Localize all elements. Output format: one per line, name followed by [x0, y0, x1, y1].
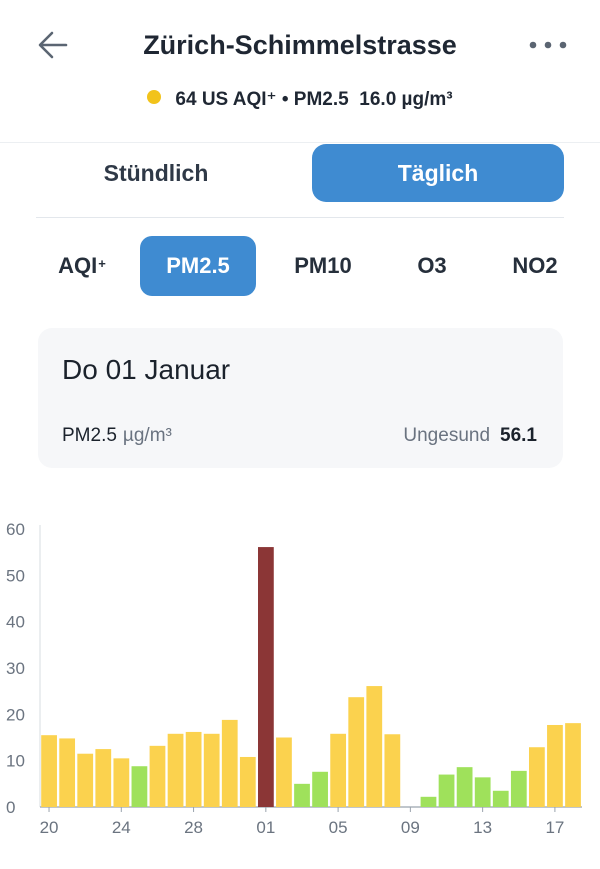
pm25-concentration: 16.0 µg/m³ — [359, 89, 453, 110]
chart-bar[interactable] — [420, 796, 437, 807]
pollutant-tab-label: PM10 — [294, 253, 352, 278]
card-value: 56.1 — [500, 425, 537, 446]
chart-bar[interactable] — [258, 547, 274, 807]
pollutant-tab-label: PM2.5 — [166, 253, 230, 278]
chart-bar[interactable] — [221, 719, 238, 807]
chart-bar[interactable] — [131, 766, 148, 807]
arrow-left-icon[interactable] — [36, 28, 70, 62]
chart-bar[interactable] — [348, 697, 365, 807]
x-tick-label: 20 — [40, 818, 59, 837]
y-tick-label: 30 — [6, 659, 25, 678]
x-tick-label: 28 — [184, 818, 203, 837]
pollutant-tab-pm10[interactable]: PM10 — [272, 236, 374, 296]
selected-day-card: Do 01 Januar PM2.5 µg/m³ Ungesund 56.1 — [38, 328, 563, 468]
card-reading: Ungesund 56.1 — [403, 425, 537, 447]
chart-bar[interactable] — [149, 745, 166, 807]
station-title: Zürich-Schimmelstrasse — [143, 30, 457, 60]
chart-bar[interactable] — [474, 777, 491, 807]
chart-bar[interactable] — [312, 771, 328, 807]
chart-bar[interactable] — [384, 734, 401, 807]
header-divider — [0, 142, 600, 143]
chart-bar[interactable] — [492, 790, 509, 807]
card-parameter-unit: µg/m³ — [122, 425, 172, 446]
chart-bar[interactable] — [239, 756, 256, 807]
card-status: Ungesund — [403, 425, 491, 446]
aqi-status-dot — [147, 90, 162, 104]
chart-bar[interactable] — [276, 737, 292, 808]
pollutant-tab-label: AQI — [58, 253, 98, 278]
chart-bar[interactable] — [366, 686, 383, 807]
chart-bar[interactable] — [77, 753, 94, 807]
time-range-toggle: Stündlich Täglich — [36, 142, 564, 206]
aqi-summary: 64 US AQI⁺ • PM2.5 16.0 µg/m³ — [0, 88, 600, 111]
chart-bar[interactable] — [565, 723, 581, 807]
pm25-daily-chart[interactable]: 0 10 20 30 40 50 60 20 24 28 01 05 09 13 17 — [0, 500, 600, 845]
chart-bar[interactable] — [167, 733, 184, 807]
chart-bar[interactable] — [59, 738, 76, 807]
chart-bar[interactable] — [529, 747, 545, 807]
x-tick-label: 05 — [329, 818, 348, 837]
chart-bar[interactable] — [294, 783, 310, 807]
y-tick-label: 40 — [6, 613, 25, 632]
chart-bar[interactable] — [95, 749, 112, 807]
y-tick-label: 50 — [6, 566, 25, 585]
header: Zürich-Schimmelstrasse 64 US AQI⁺ • PM2.… — [0, 0, 600, 140]
y-tick-label: 10 — [6, 752, 25, 771]
pollutant-tab-label: O3 — [417, 253, 447, 278]
x-tick-label: 01 — [256, 818, 275, 837]
chart-bar[interactable] — [185, 731, 202, 807]
pollutant-tab-no2[interactable]: NO2 — [490, 236, 580, 296]
chart-bar[interactable] — [330, 733, 347, 807]
tab-daily[interactable]: Täglich — [312, 144, 564, 202]
tab-hourly[interactable]: Stündlich — [103, 159, 209, 186]
chart-bar[interactable] — [113, 758, 130, 807]
chart-bar[interactable] — [547, 724, 563, 807]
x-tick-label: 17 — [545, 818, 564, 837]
chart-bar[interactable] — [510, 770, 527, 807]
pollutant-tab-label: NO2 — [512, 253, 558, 278]
aqi-value: 64 — [175, 89, 197, 110]
pollutant-tab-sup: + — [98, 255, 106, 271]
card-parameter: PM2.5 µg/m³ — [62, 425, 172, 447]
pollutant-tab-aqi[interactable]: AQI + — [38, 236, 126, 296]
y-tick-label: 20 — [6, 705, 25, 724]
x-tick-label: 09 — [401, 818, 420, 837]
aqi-label: US AQI⁺ • PM2.5 — [201, 89, 349, 110]
segment-divider — [36, 217, 564, 218]
card-parameter-name: PM2.5 — [62, 425, 117, 446]
pollutant-tab-o3[interactable]: O3 — [396, 236, 468, 296]
y-tick-label: 0 — [6, 798, 15, 817]
chart-bar[interactable] — [438, 774, 455, 807]
pollutant-tab-pm25[interactable]: PM2.5 — [140, 236, 256, 296]
more-horizontal-icon[interactable] — [528, 38, 568, 52]
chart-bar[interactable] — [456, 767, 473, 807]
chart-bar[interactable] — [41, 735, 57, 807]
x-tick-label: 13 — [473, 818, 492, 837]
y-tick-label: 60 — [6, 520, 25, 539]
card-date: Do 01 Januar — [62, 354, 231, 385]
x-tick-label: 24 — [112, 818, 131, 837]
chart-bar[interactable] — [203, 733, 220, 807]
